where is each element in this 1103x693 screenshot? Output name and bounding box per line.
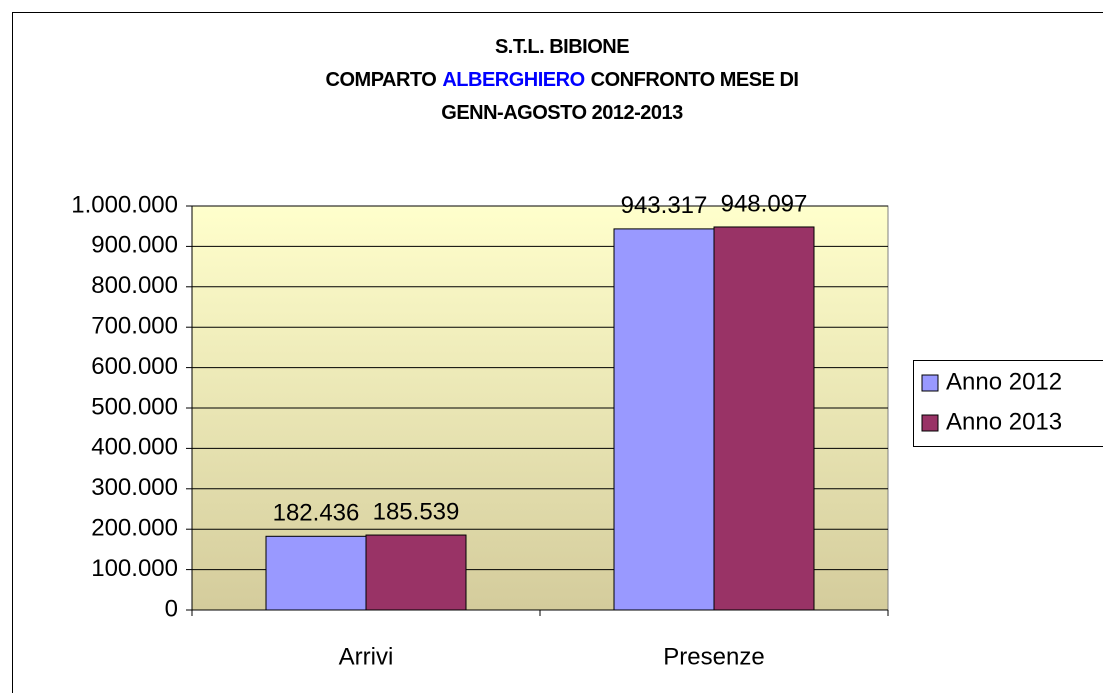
legend-label: Anno 2013 — [946, 408, 1062, 435]
value-label: 182.436 — [273, 500, 360, 527]
y-tick-label: 300.000 — [91, 474, 178, 501]
bar — [613, 228, 715, 611]
title-segment: CONFRONTO MESE DI — [591, 69, 799, 91]
x-tick-label: Arrivi — [339, 643, 394, 670]
chart-title: GENN-AGOSTO 2012-2013 — [441, 102, 683, 124]
y-tick-label: 800.000 — [91, 272, 178, 299]
y-tick-label: 0 — [165, 595, 178, 622]
value-label: 185.539 — [373, 498, 460, 525]
y-tick-label: 700.000 — [91, 313, 178, 340]
chart-title: S.T.L. BIBIONE — [495, 36, 629, 58]
title-segment: ALBERGHIERO — [442, 69, 584, 91]
title-segment: GENN-AGOSTO 2012-2013 — [441, 102, 683, 124]
y-tick-label: 600.000 — [91, 353, 178, 380]
legend-swatch — [921, 414, 939, 432]
value-label: 948.097 — [721, 190, 808, 217]
y-tick-label: 400.000 — [91, 434, 178, 461]
title-segment: S.T.L. BIBIONE — [495, 36, 629, 58]
value-label: 943.317 — [621, 192, 708, 219]
y-tick-label: 1.000.000 — [71, 191, 178, 218]
legend-swatch — [921, 374, 939, 392]
chart-title: COMPARTO ALBERGHIERO CONFRONTO MESE DI — [326, 69, 799, 91]
legend-label: Anno 2012 — [946, 368, 1062, 395]
bar — [365, 534, 467, 611]
y-tick-label: 100.000 — [91, 555, 178, 582]
bar — [265, 535, 367, 611]
title-segment: COMPARTO — [326, 69, 437, 91]
legend — [913, 360, 1103, 447]
bar — [713, 226, 815, 611]
y-tick-label: 500.000 — [91, 393, 178, 420]
y-tick-label: 200.000 — [91, 515, 178, 542]
y-tick-label: 900.000 — [91, 232, 178, 259]
x-tick-label: Presenze — [663, 643, 764, 670]
